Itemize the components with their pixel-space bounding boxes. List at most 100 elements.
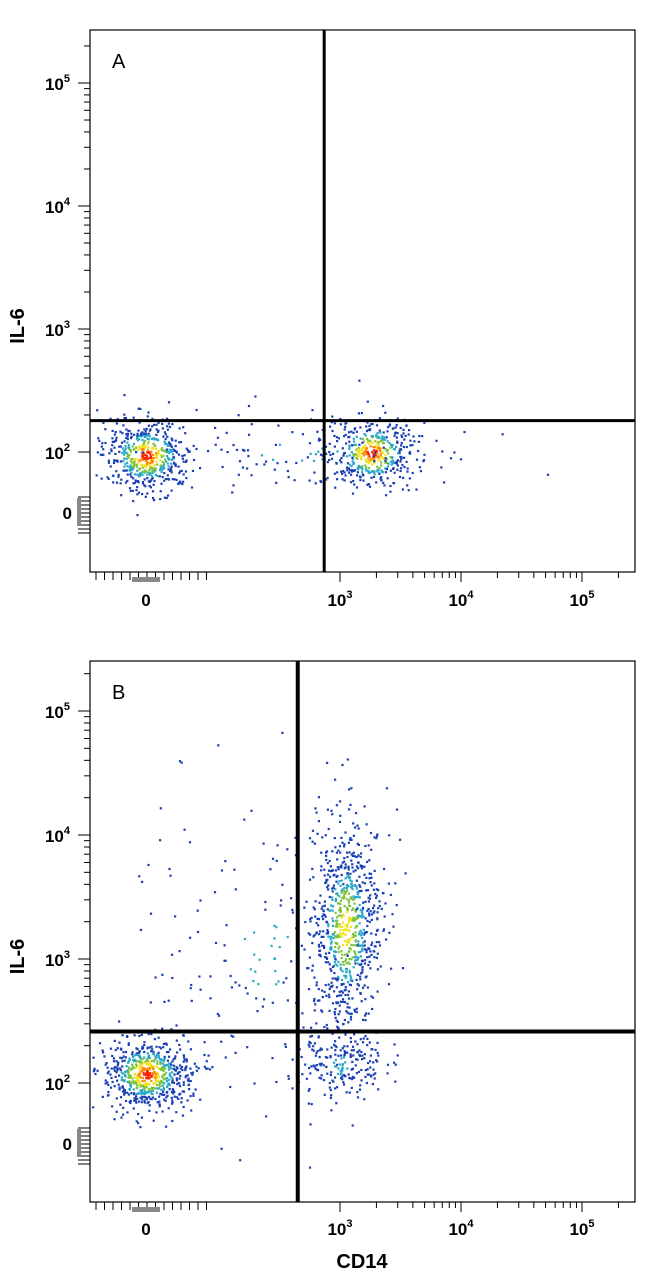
- event-point: [382, 928, 386, 931]
- event-point: [347, 467, 350, 470]
- event-point: [346, 851, 349, 854]
- event-point: [143, 441, 146, 444]
- event-point: [167, 1050, 170, 1054]
- event-point: [390, 463, 393, 466]
- event-point: [329, 948, 333, 951]
- event-point: [374, 933, 377, 936]
- event-point: [189, 1095, 192, 1098]
- event-point: [137, 445, 140, 448]
- event-point: [363, 962, 367, 965]
- event-point: [146, 1091, 149, 1094]
- event-point: [161, 1076, 164, 1079]
- event-point: [123, 1071, 127, 1074]
- event-point: [252, 980, 255, 983]
- event-point: [193, 1062, 196, 1065]
- event-point: [361, 947, 364, 950]
- event-point: [360, 458, 363, 461]
- event-point: [322, 945, 326, 948]
- event-point: [349, 872, 352, 875]
- event-point: [195, 447, 198, 451]
- event-point: [175, 1077, 178, 1080]
- event-point: [383, 436, 386, 439]
- event-point: [413, 440, 416, 443]
- event-point: [349, 1037, 352, 1040]
- event-point: [332, 452, 335, 455]
- event-point: [143, 1050, 146, 1054]
- x-tick-label-exp: 4: [467, 589, 474, 601]
- event-point: [384, 461, 387, 464]
- event-point: [356, 471, 359, 474]
- event-point: [359, 855, 362, 858]
- event-point: [161, 1090, 165, 1093]
- event-point: [361, 447, 364, 450]
- event-point: [301, 1012, 304, 1015]
- event-point: [340, 890, 343, 893]
- event-point: [130, 475, 133, 478]
- event-point: [349, 976, 353, 979]
- event-point: [165, 1125, 168, 1128]
- event-point: [273, 924, 276, 927]
- event-point: [315, 811, 318, 814]
- event-point: [328, 450, 331, 454]
- event-point: [160, 482, 163, 485]
- event-point: [321, 458, 324, 461]
- event-point: [156, 1075, 159, 1078]
- event-point: [163, 496, 166, 499]
- event-point: [344, 1052, 347, 1055]
- event-point: [384, 459, 387, 462]
- event-point: [368, 1041, 371, 1044]
- event-point: [326, 929, 329, 932]
- event-point: [330, 942, 333, 945]
- event-point: [169, 467, 172, 470]
- event-point: [338, 932, 342, 935]
- event-point: [144, 1091, 147, 1094]
- event-point: [329, 1056, 332, 1059]
- event-point: [372, 446, 375, 449]
- event-point: [344, 892, 347, 895]
- event-point: [355, 486, 359, 489]
- event-point: [220, 1040, 223, 1043]
- event-point: [161, 422, 164, 425]
- event-point: [162, 435, 165, 438]
- event-point: [255, 997, 258, 1000]
- event-point: [364, 959, 367, 962]
- event-point: [151, 470, 154, 473]
- event-point: [343, 845, 346, 848]
- event-point: [370, 918, 373, 921]
- event-point: [148, 1068, 152, 1071]
- event-point: [346, 926, 349, 929]
- event-point: [137, 1112, 140, 1116]
- event-point: [163, 431, 166, 434]
- event-point: [380, 476, 383, 479]
- event-point: [330, 936, 333, 939]
- event-point: [398, 475, 402, 479]
- event-point: [328, 963, 331, 966]
- event-point: [357, 450, 360, 453]
- event-point: [310, 1026, 313, 1029]
- event-point: [178, 1085, 182, 1088]
- event-point: [407, 433, 410, 436]
- event-point: [174, 1068, 177, 1072]
- event-point: [340, 879, 343, 882]
- event-point: [380, 447, 383, 450]
- event-point: [357, 454, 360, 457]
- event-point: [359, 479, 362, 482]
- event-point: [344, 924, 347, 927]
- event-point: [137, 429, 140, 432]
- event-point: [277, 424, 280, 427]
- event-point: [394, 1080, 397, 1083]
- event-point: [102, 448, 105, 451]
- event-point: [152, 1053, 155, 1056]
- event-point: [376, 952, 379, 955]
- event-point: [353, 902, 356, 905]
- event-point: [339, 865, 342, 868]
- event-point: [333, 1043, 336, 1046]
- event-point: [340, 957, 343, 960]
- event-point: [164, 438, 167, 441]
- event-point: [400, 435, 404, 438]
- event-point: [124, 1050, 128, 1054]
- event-point: [364, 467, 368, 471]
- event-point: [186, 449, 189, 452]
- event-point: [156, 430, 160, 434]
- event-point: [180, 1065, 184, 1069]
